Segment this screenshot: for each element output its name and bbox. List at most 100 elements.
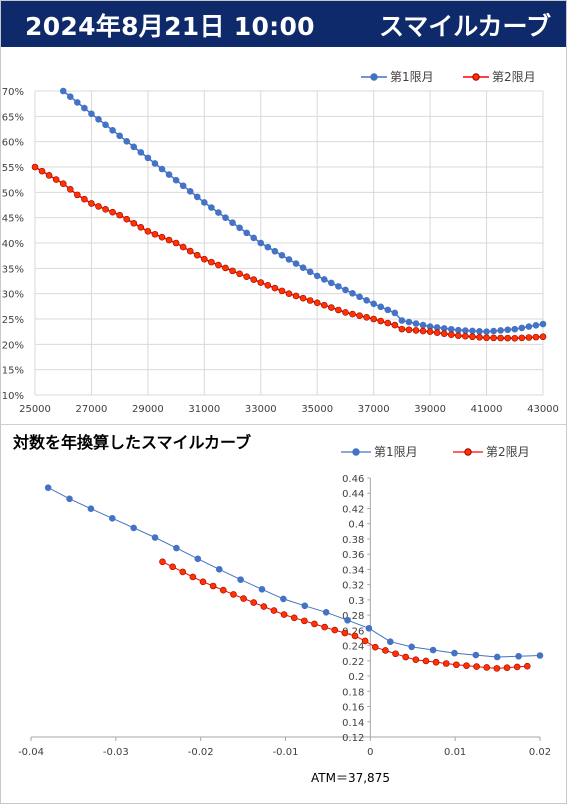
data-point-2 — [88, 200, 95, 207]
data-point-2 — [243, 273, 250, 280]
data-point-1 — [130, 143, 138, 151]
data-point-1 — [405, 318, 413, 326]
y-tick-label: 15% — [2, 366, 24, 377]
y-tick-label: 0.16 — [342, 703, 364, 714]
data-point-1 — [215, 565, 223, 573]
data-point-1 — [278, 252, 286, 259]
data-point-1 — [322, 608, 330, 616]
data-point-1 — [328, 279, 335, 287]
log-annualized-smile-chart: 0.12 0.14 0.16 0.18 0.2 0.22 0.24 0.26 0.28 0.3 0.… — [18, 445, 551, 758]
data-point-2 — [503, 664, 511, 672]
data-point-1 — [44, 484, 52, 491]
legend-label-1: 第1限月 — [390, 70, 434, 84]
data-point-2 — [306, 297, 314, 304]
data-point-2 — [391, 321, 399, 329]
data-point-2 — [462, 332, 469, 340]
data-point-1 — [391, 309, 399, 317]
data-point-1 — [472, 651, 480, 659]
data-point-2 — [382, 647, 389, 654]
x-tick-label: -0.04 — [18, 747, 44, 758]
data-point-1 — [215, 209, 222, 216]
y-tick-label: 0.36 — [342, 550, 364, 561]
x-tick-label: 39000 — [414, 404, 446, 415]
data-point-2 — [426, 328, 434, 335]
data-point-2 — [158, 233, 166, 241]
data-point-1 — [88, 110, 95, 118]
data-point-2 — [361, 637, 369, 645]
data-point-2 — [59, 180, 67, 188]
data-point-1 — [511, 325, 519, 333]
data-point-2 — [172, 239, 180, 247]
data-point-2 — [222, 264, 229, 272]
data-point-2 — [264, 282, 272, 289]
data-point-2 — [370, 315, 377, 323]
data-point-2 — [66, 185, 74, 193]
data-point-1 — [451, 649, 458, 657]
data-point-1 — [250, 234, 258, 242]
x-tick-label: 27000 — [76, 404, 108, 415]
y-tick-label: 0.4 — [348, 520, 364, 531]
data-point-1 — [532, 322, 540, 329]
data-point-2 — [463, 662, 470, 669]
data-point-2 — [504, 334, 512, 342]
data-point-2 — [511, 334, 519, 342]
y-tick-label: 0.32 — [342, 581, 364, 592]
legend-label-2: 第2限月 — [486, 445, 530, 459]
data-point-1 — [59, 87, 67, 95]
data-point-1 — [515, 652, 522, 660]
data-point-2 — [208, 258, 215, 266]
data-point-2 — [483, 334, 490, 342]
data-point-2 — [137, 223, 145, 231]
data-point-1 — [462, 327, 469, 334]
data-point-1 — [81, 104, 88, 112]
data-point-2 — [240, 595, 247, 602]
data-point-2 — [292, 292, 300, 300]
data-point-1 — [539, 320, 547, 328]
x-tick-label: 0.01 — [444, 747, 466, 758]
data-point-2 — [250, 599, 257, 606]
data-point-2 — [271, 284, 279, 292]
data-point-2 — [412, 656, 420, 663]
header-date: 2024年8月21日 10:00 — [25, 12, 315, 41]
data-point-2 — [219, 586, 227, 594]
data-point-1 — [236, 224, 243, 232]
data-point-2 — [95, 203, 102, 210]
data-point-1 — [172, 176, 180, 184]
data-point-2 — [539, 333, 547, 341]
data-point-1 — [208, 204, 215, 211]
data-point-2 — [102, 206, 109, 213]
data-point-1 — [408, 643, 415, 651]
data-point-2 — [45, 172, 53, 179]
y-tick-label: 0.24 — [342, 642, 364, 653]
y-tick-label: 0.44 — [342, 489, 364, 500]
data-point-2 — [278, 287, 286, 295]
data-point-2 — [116, 211, 123, 219]
data-point-1 — [504, 326, 512, 334]
data-point-1 — [109, 127, 116, 134]
y-tick-label: 60% — [2, 138, 24, 149]
data-point-1 — [66, 495, 73, 503]
data-point-2 — [257, 279, 265, 286]
legend-marker-1 — [370, 73, 378, 81]
data-point-2 — [422, 657, 430, 665]
data-point-2 — [151, 230, 159, 238]
data-point-1 — [313, 272, 321, 280]
data-point-1 — [194, 555, 202, 563]
data-point-1 — [243, 229, 250, 237]
data-point-1 — [384, 306, 392, 314]
data-point-2 — [331, 626, 339, 634]
data-point-2 — [209, 582, 217, 590]
data-point-1 — [447, 325, 455, 333]
data-point-1 — [493, 653, 501, 661]
y-tick-label: 0.28 — [342, 611, 364, 622]
data-point-2 — [349, 310, 356, 318]
y-tick-label: 0.22 — [342, 657, 364, 668]
y-tick-label: 70% — [2, 87, 24, 98]
data-point-1 — [95, 116, 102, 123]
data-point-2 — [469, 333, 476, 341]
header-title: スマイルカーブ — [379, 12, 552, 41]
data-point-1 — [87, 505, 95, 513]
data-point-2 — [525, 334, 533, 341]
data-point-2 — [442, 660, 450, 667]
data-point-1 — [102, 121, 109, 129]
